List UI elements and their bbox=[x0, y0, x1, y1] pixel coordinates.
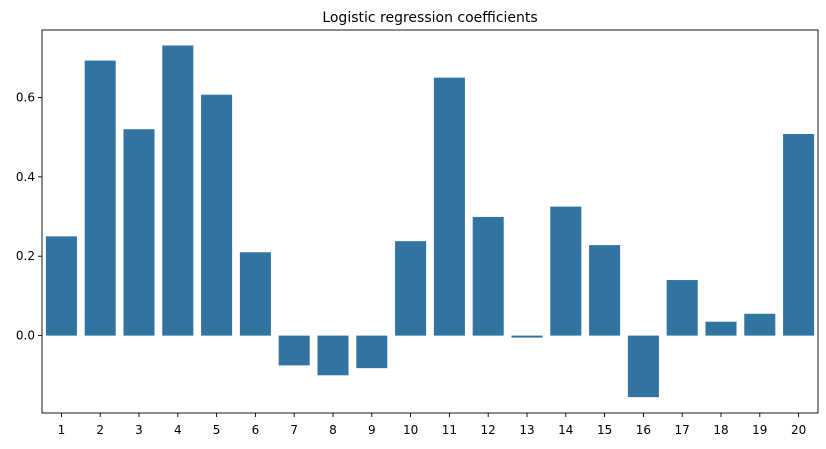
bar-17 bbox=[666, 280, 698, 336]
bar-10 bbox=[395, 241, 427, 336]
x-tick-label: 13 bbox=[519, 423, 534, 437]
x-tick-label: 8 bbox=[329, 423, 337, 437]
x-tick-label: 19 bbox=[752, 423, 767, 437]
x-tick-label: 16 bbox=[636, 423, 651, 437]
bar-6 bbox=[239, 252, 271, 336]
bar-19 bbox=[744, 313, 776, 336]
y-tick-label: 0.4 bbox=[16, 170, 35, 184]
x-tick-label: 10 bbox=[403, 423, 418, 437]
bar-20 bbox=[783, 133, 815, 336]
y-axis-ticks: 0.0 0.2 0.4 0.6 bbox=[16, 90, 42, 343]
x-tick-label: 2 bbox=[96, 423, 104, 437]
x-tick-label: 1 bbox=[58, 423, 66, 437]
bar-16 bbox=[627, 335, 659, 398]
x-tick-label: 4 bbox=[174, 423, 182, 437]
bar-1 bbox=[45, 236, 77, 336]
x-tick-label: 9 bbox=[368, 423, 376, 437]
x-tick-label: 20 bbox=[791, 423, 806, 437]
x-tick-label: 18 bbox=[713, 423, 728, 437]
bar-9 bbox=[356, 335, 388, 369]
bar-5 bbox=[201, 94, 233, 336]
x-tick-label: 6 bbox=[252, 423, 260, 437]
x-tick-label: 17 bbox=[675, 423, 690, 437]
bar-11 bbox=[433, 77, 465, 336]
x-tick-label: 15 bbox=[597, 423, 612, 437]
bar-3 bbox=[123, 129, 155, 336]
x-tick-label: 11 bbox=[442, 423, 457, 437]
bar-14 bbox=[550, 206, 582, 336]
bar-18 bbox=[705, 321, 737, 336]
bars-group bbox=[45, 45, 815, 398]
x-tick-label: 12 bbox=[481, 423, 496, 437]
bar-4 bbox=[162, 45, 194, 336]
x-tick-label: 3 bbox=[135, 423, 143, 437]
plot-frame bbox=[41, 29, 819, 414]
x-axis-ticks: 1 2 3 4 5 6 7 8 9 10 11 12 13 14 15 16 17 18 19 20 bbox=[58, 413, 806, 437]
y-tick-label: 0.6 bbox=[16, 90, 35, 104]
x-tick-label: 14 bbox=[558, 423, 573, 437]
bar-2 bbox=[84, 60, 116, 336]
y-tick-label: 0.2 bbox=[16, 249, 35, 263]
x-tick-label: 5 bbox=[213, 423, 221, 437]
bar-7 bbox=[278, 335, 310, 366]
y-tick-label: 0.0 bbox=[16, 329, 35, 343]
bar-8 bbox=[317, 335, 349, 376]
x-tick-label: 7 bbox=[290, 423, 298, 437]
bar-15 bbox=[589, 245, 621, 336]
bar-12 bbox=[472, 216, 504, 336]
chart-title: Logistic regression coefficients bbox=[322, 10, 537, 26]
bar-13 bbox=[511, 335, 543, 338]
